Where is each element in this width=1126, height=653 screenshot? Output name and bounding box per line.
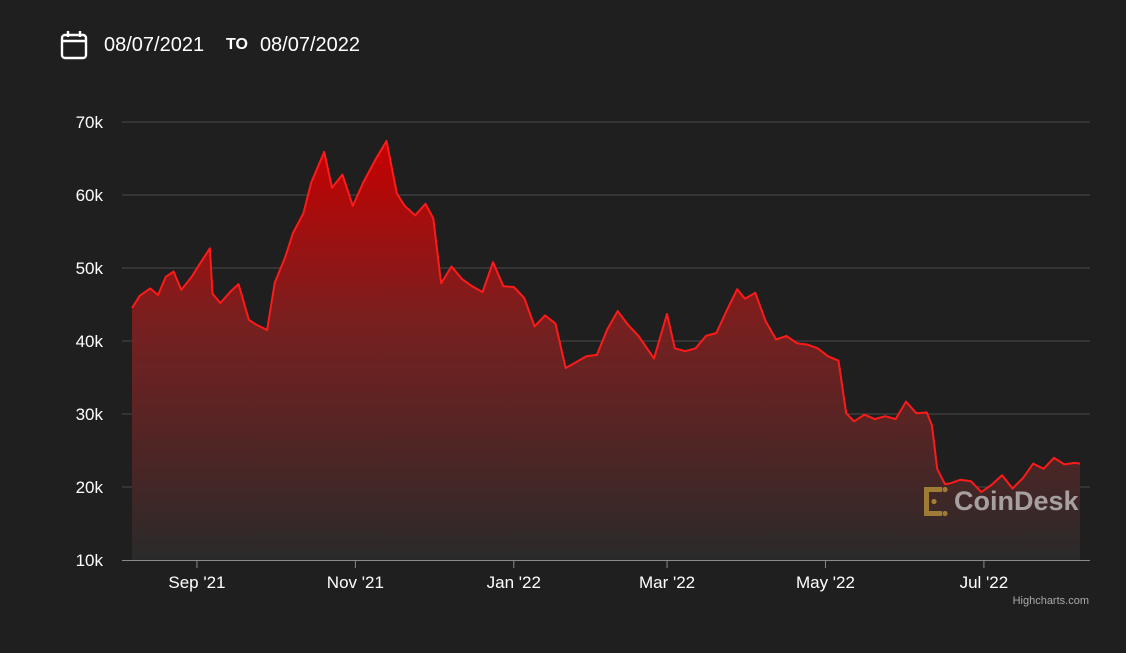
x-tick-label: Jul '22	[960, 573, 1009, 592]
highcharts-credits[interactable]: Highcharts.com	[1013, 595, 1089, 607]
calendar-icon[interactable]	[60, 30, 88, 60]
coindesk-logo-icon	[924, 486, 948, 517]
y-tick-label: 70k	[76, 113, 104, 132]
y-tick-label: 50k	[76, 259, 104, 278]
coindesk-watermark: CoinDesk	[924, 486, 1080, 517]
x-tick-label: May '22	[796, 573, 855, 592]
x-tick-label: Sep '21	[168, 573, 225, 592]
start-date-input[interactable]	[104, 31, 216, 59]
y-axis: 10k 20k 30k 40k 50k 60k 70k	[76, 113, 104, 570]
x-axis: Sep '21 Nov '21 Jan '22 Mar '22 May '22 Jul '…	[168, 560, 1008, 592]
x-tick-label: Jan '22	[487, 573, 541, 592]
y-tick-label: 40k	[76, 332, 104, 351]
date-range-picker: TO	[60, 28, 368, 62]
watermark-text: CoinDesk	[954, 486, 1080, 516]
x-tick-label: Mar '22	[639, 573, 695, 592]
y-tick-label: 30k	[76, 405, 104, 424]
x-tick-label: Nov '21	[327, 573, 384, 592]
y-tick-label: 60k	[76, 186, 104, 205]
price-area	[132, 141, 1080, 560]
y-tick-label: 20k	[76, 478, 104, 497]
price-line	[131, 140, 1081, 494]
end-date-input[interactable]	[259, 31, 368, 59]
y-tick-label: 10k	[76, 551, 104, 570]
date-range-separator: TO	[226, 36, 248, 53]
